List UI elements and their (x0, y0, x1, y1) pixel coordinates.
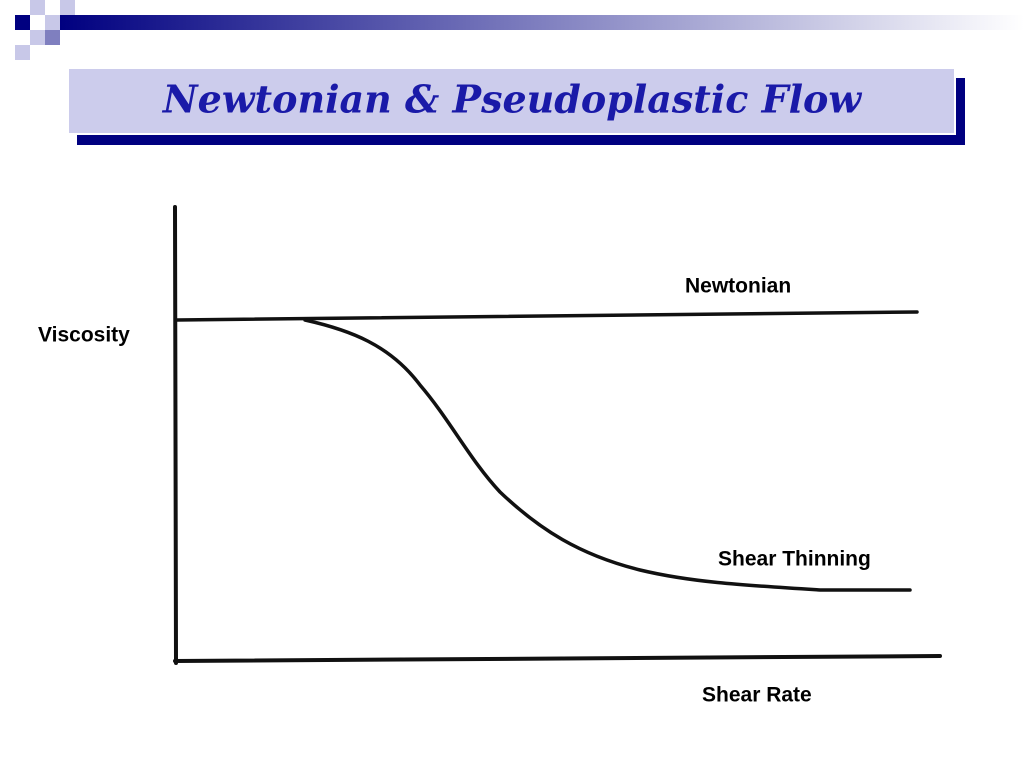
shear-thinning-curve (303, 318, 912, 592)
title: Newtonian & Pseudoplastic Flow (162, 77, 862, 122)
title-box (67, 67, 956, 135)
decoration (15, 0, 1024, 60)
y-axis-label: Viscosity (38, 324, 130, 347)
newtonian-label: Newtonian (685, 275, 791, 298)
x-axis (173, 654, 942, 663)
diagram (173, 205, 942, 665)
y-axis (173, 205, 178, 665)
shear-thinning-label: Shear Thinning (718, 548, 871, 571)
x-axis-label: Shear Rate (702, 684, 812, 707)
newtonian-line (175, 310, 919, 322)
